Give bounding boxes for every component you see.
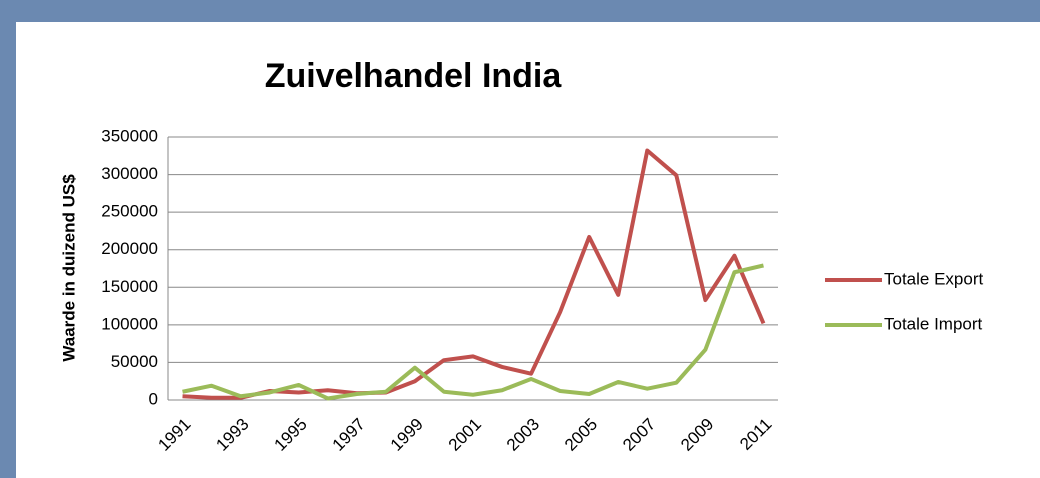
y-tick-label: 100000 <box>101 314 158 333</box>
y-axis-label: Waarde in duizend US$ <box>59 174 78 362</box>
y-tick-label: 250000 <box>101 202 158 221</box>
legend-label: Totale Import <box>884 314 983 333</box>
chart-title: Zuivelhandel India <box>265 57 563 95</box>
data-line <box>182 263 764 401</box>
y-tick-label: 200000 <box>101 239 158 258</box>
y-tick-label: 50000 <box>111 352 158 371</box>
y-tick-label: 0 <box>149 389 158 408</box>
y-tick-label: 150000 <box>101 277 158 296</box>
legend-label: Totale Export <box>884 269 983 288</box>
y-tick-label: 350000 <box>101 126 158 145</box>
y-tick-label: 300000 <box>101 164 158 183</box>
